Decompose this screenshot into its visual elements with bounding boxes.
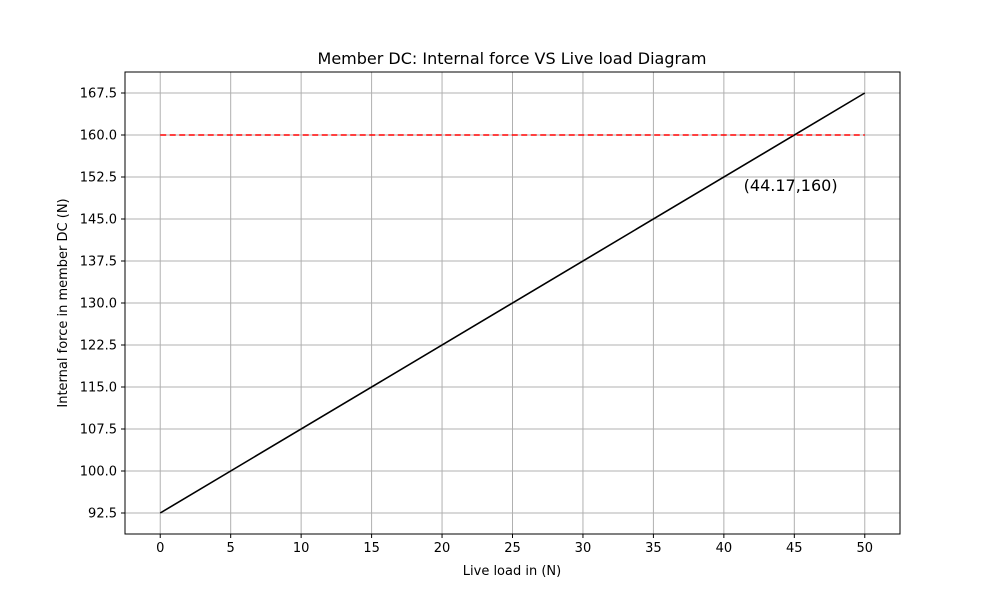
y-axis-label: Internal force in member DC (N) bbox=[56, 198, 71, 407]
chart-title: Member DC: Internal force VS Live load D… bbox=[318, 49, 707, 68]
y-tick-label: 107.5 bbox=[80, 423, 117, 438]
ticks: 0 5 10 15 20 25 30 35 40 45 50 92.5 100.0 107.5 115.0 1… bbox=[80, 87, 873, 557]
series-group bbox=[159, 92, 866, 514]
y-tick-label: 130.0 bbox=[80, 297, 117, 312]
x-tick-label: 45 bbox=[786, 541, 803, 556]
x-tick-label: 50 bbox=[856, 541, 873, 556]
x-tick-label: 30 bbox=[575, 541, 592, 556]
x-tick-label: 35 bbox=[645, 541, 662, 556]
x-tick-label: 25 bbox=[504, 541, 521, 556]
x-tick-label: 40 bbox=[716, 541, 733, 556]
y-tick-label: 145.0 bbox=[80, 213, 117, 228]
y-tick-label: 100.0 bbox=[80, 465, 117, 480]
y-tick-label: 167.5 bbox=[80, 87, 117, 102]
x-axis-label: Live load in (N) bbox=[463, 564, 561, 579]
y-tick-label: 152.5 bbox=[80, 171, 117, 186]
grid bbox=[125, 72, 900, 534]
y-tick-label: 137.5 bbox=[80, 255, 117, 270]
y-tick-label: 160.0 bbox=[80, 129, 117, 144]
force-line bbox=[159, 92, 866, 514]
x-tick-label: 10 bbox=[293, 541, 310, 556]
y-tick-label: 92.5 bbox=[88, 507, 117, 522]
x-tick-label: 15 bbox=[363, 541, 380, 556]
x-tick-label: 0 bbox=[156, 541, 164, 556]
y-tick-label: 122.5 bbox=[80, 339, 117, 354]
x-tick-label: 20 bbox=[434, 541, 451, 556]
point-annotation: (44.17,160) bbox=[744, 176, 838, 195]
y-tick-label: 115.0 bbox=[80, 381, 117, 396]
x-tick-label: 5 bbox=[227, 541, 235, 556]
